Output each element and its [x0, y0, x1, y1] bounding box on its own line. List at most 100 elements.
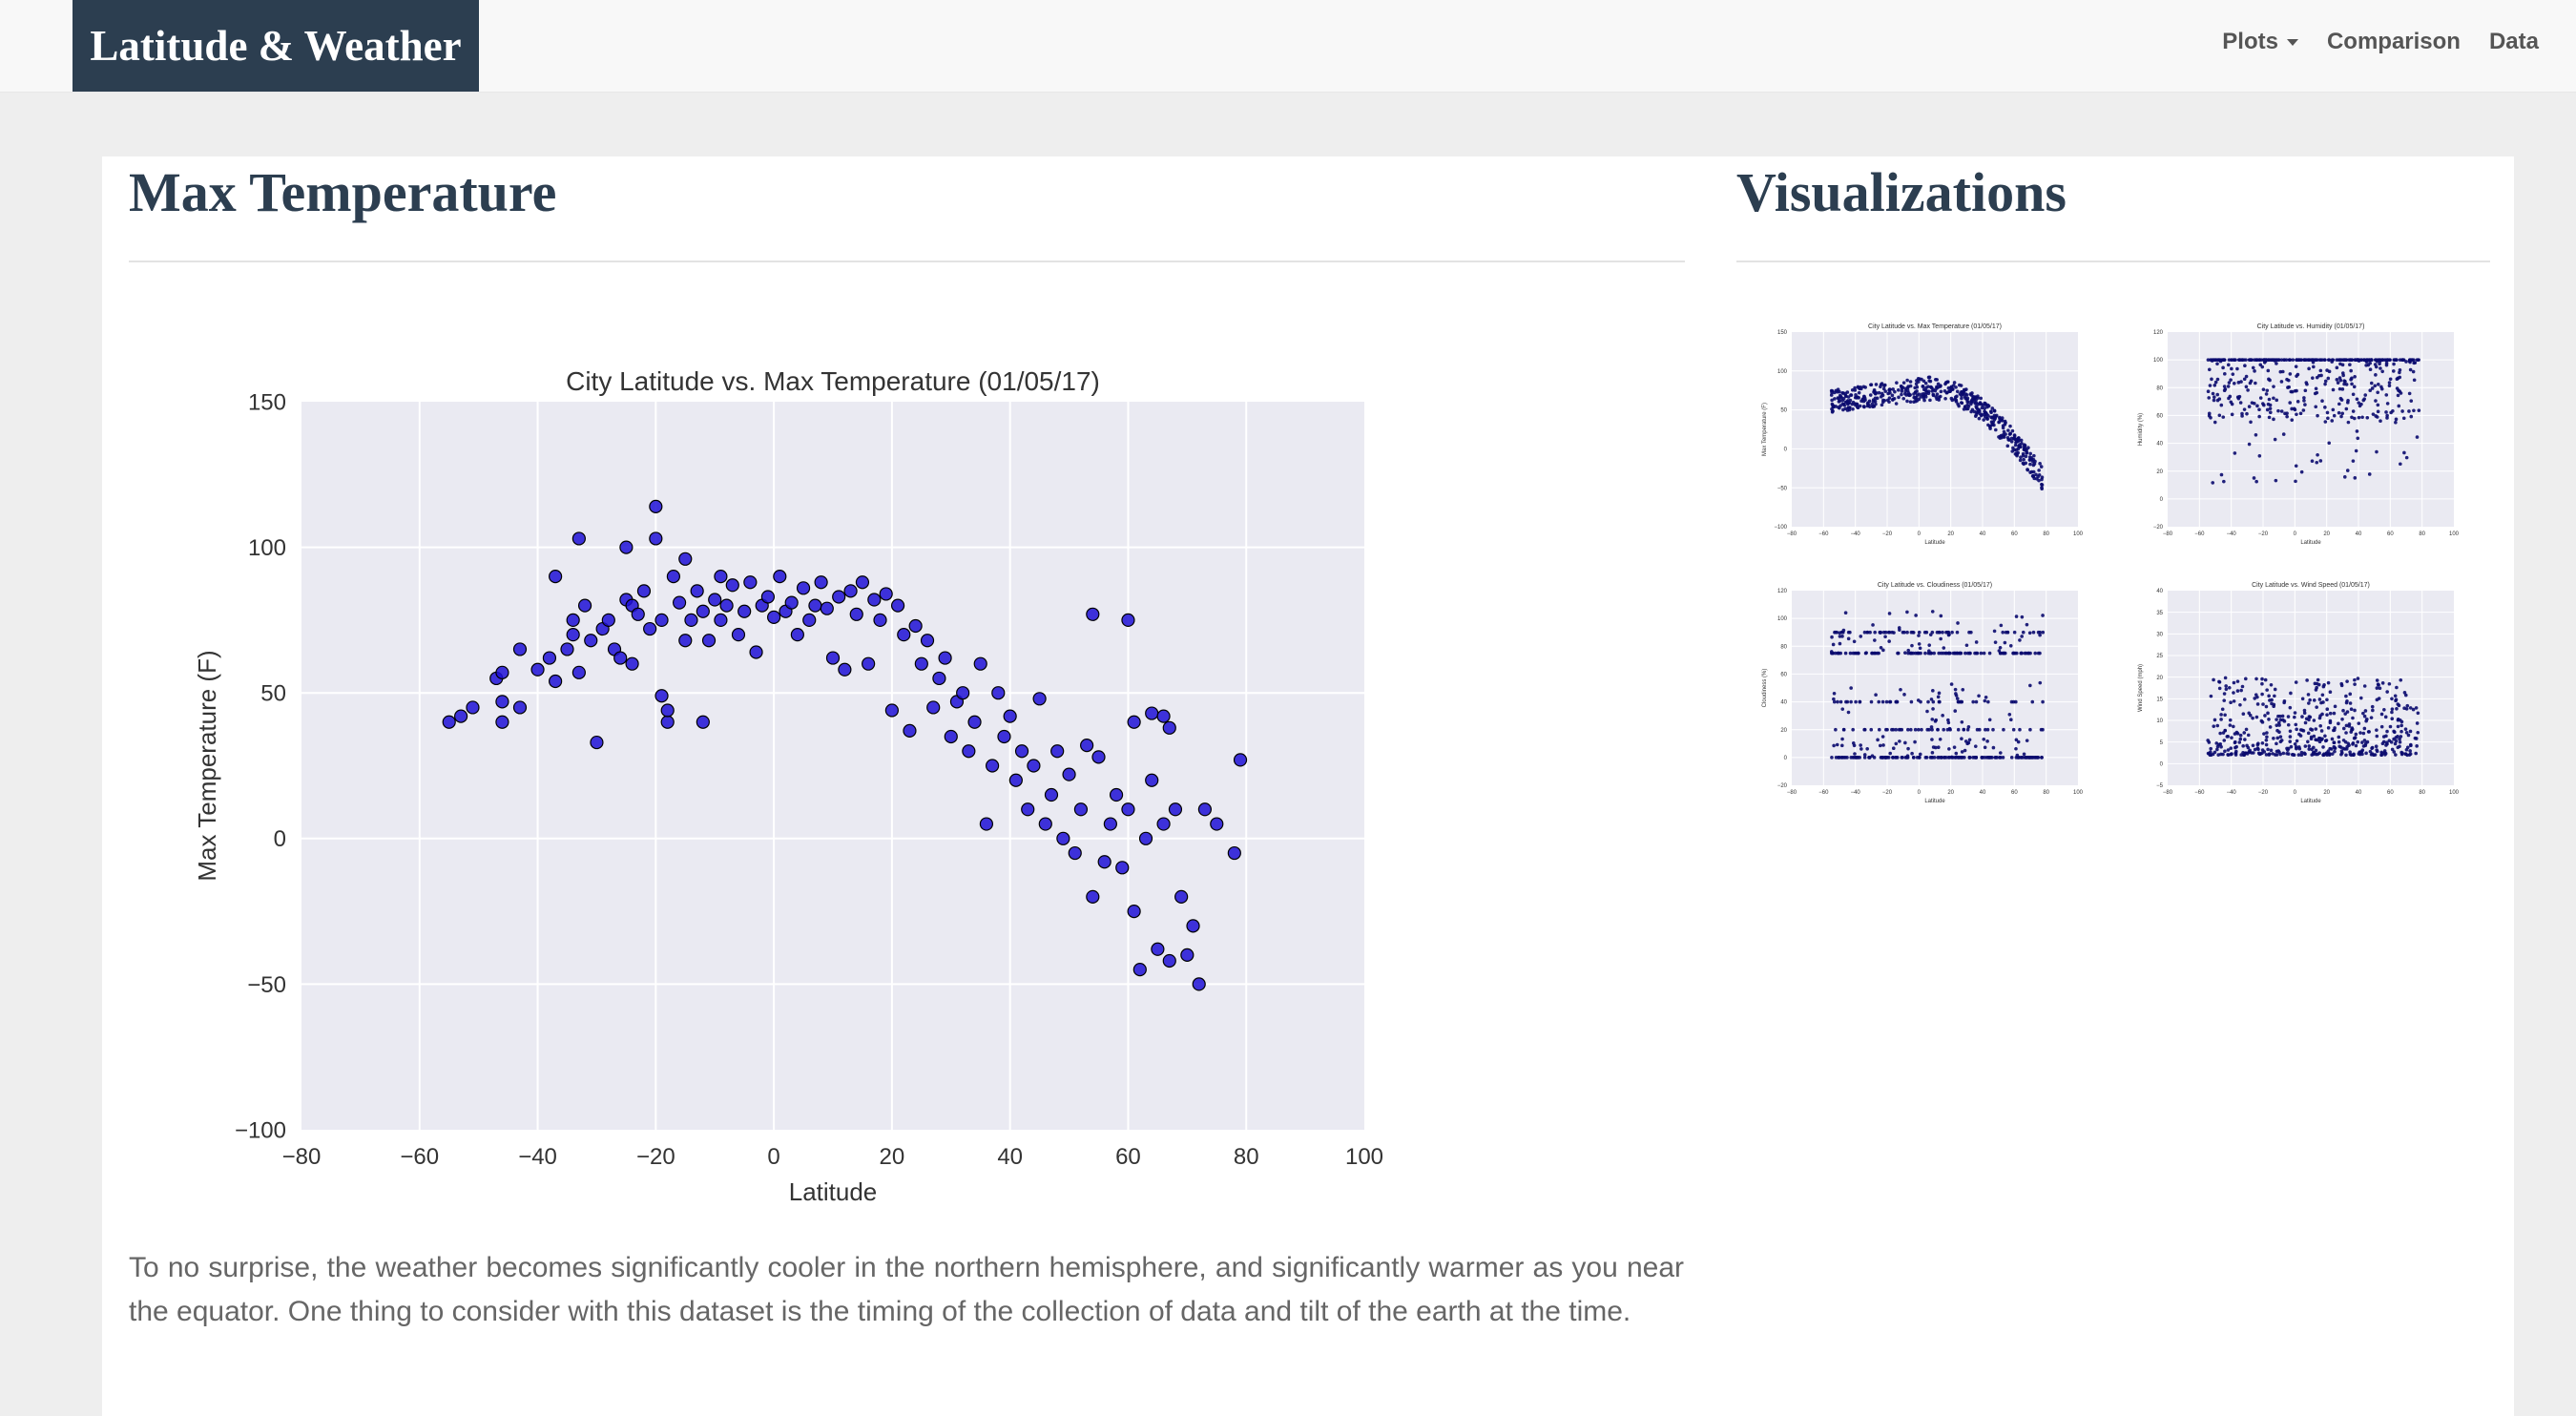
- data-point: [1961, 687, 1965, 692]
- data-point: [2012, 433, 2017, 437]
- data-point: [2233, 451, 2237, 455]
- data-point: [2396, 393, 2400, 398]
- thumbnail-humidity[interactable]: −80 −60 −40 −20 0 20 40 60 80 100 −20 0 20 40 60 80 100 1…: [2128, 319, 2460, 561]
- data-point: [2380, 369, 2384, 374]
- data-point: [2294, 364, 2298, 368]
- data-point: [2299, 753, 2304, 758]
- data-point: [1997, 420, 2001, 425]
- data-point: [2280, 369, 2285, 374]
- data-point: [1964, 393, 1969, 397]
- data-point: [2005, 444, 2010, 448]
- data-point: [2321, 753, 2326, 758]
- data-point: [2395, 685, 2399, 690]
- data-point: [2273, 437, 2277, 442]
- data-point: [2363, 393, 2368, 397]
- data-point: [2268, 410, 2273, 415]
- data-point: [2287, 358, 2292, 362]
- data-point: [2344, 723, 2349, 728]
- brand-link[interactable]: Latitude & Weather: [73, 0, 479, 92]
- data-point: [2321, 684, 2326, 689]
- data-point: [549, 674, 563, 689]
- data-point: [542, 651, 557, 665]
- data-point: [2266, 747, 2270, 752]
- data-point: [1878, 743, 1882, 748]
- data-point: [873, 613, 887, 627]
- data-point: [1840, 737, 1844, 741]
- nav-plots-dropdown[interactable]: Plots: [2208, 29, 2313, 55]
- data-point: [1837, 400, 1841, 404]
- y-tick-label: 0: [2160, 497, 2164, 503]
- data-point: [2325, 713, 2329, 717]
- data-point: [1917, 651, 1921, 656]
- data-point: [1857, 651, 1860, 656]
- data-point: [2385, 741, 2389, 746]
- data-point: [1910, 643, 1914, 648]
- y-tick-label: 25: [2156, 654, 2163, 659]
- data-point: [2327, 753, 2332, 757]
- data-point: [1905, 610, 1909, 614]
- data-point: [1901, 756, 1904, 760]
- thumbnail-cloudiness[interactable]: −80 −60 −40 −20 0 20 40 60 80 100 −20 0 20 40 60 80 100 1…: [1752, 577, 2084, 820]
- data-point: [1841, 727, 1846, 732]
- data-point: [1891, 746, 1896, 750]
- thumbnail-wind-speed[interactable]: −80 −60 −40 −20 0 20 40 60 80 100 −5 0 5 10 15 20 25 30 35…: [2128, 577, 2460, 820]
- data-point: [2297, 732, 2301, 737]
- data-point: [2390, 710, 2394, 715]
- data-point: [2014, 738, 2019, 742]
- data-point: [2216, 753, 2220, 757]
- data-point: [2037, 472, 2042, 477]
- data-point: [495, 695, 509, 709]
- data-point: [1893, 756, 1898, 760]
- data-point: [2374, 373, 2378, 377]
- data-point: [1830, 402, 1835, 406]
- data-point: [2373, 753, 2378, 757]
- data-point: [2326, 680, 2331, 685]
- data-point: [1977, 407, 1981, 412]
- data-point: [2001, 424, 2005, 427]
- data-point: [1945, 390, 1949, 395]
- data-point: [2416, 358, 2420, 362]
- data-point: [2328, 711, 2333, 716]
- data-point: [2294, 479, 2297, 484]
- data-point: [2346, 399, 2350, 403]
- data-point: [2302, 711, 2307, 716]
- data-point: [2354, 732, 2358, 737]
- data-point: [1983, 410, 1987, 415]
- data-point: [1873, 391, 1878, 396]
- data-point: [2223, 676, 2228, 680]
- data-point: [2239, 380, 2243, 384]
- data-point: [2253, 697, 2257, 700]
- data-point: [2399, 391, 2403, 395]
- nav-data-link[interactable]: Data: [2488, 29, 2539, 54]
- data-point: [1874, 383, 1879, 386]
- data-point: [1952, 745, 1957, 749]
- data-point: [2038, 651, 2042, 656]
- data-point: [2260, 681, 2264, 686]
- x-tick-label: 80: [1234, 1144, 1259, 1170]
- data-point: [2247, 442, 2252, 447]
- data-point: [2312, 745, 2316, 750]
- data-point: [2247, 711, 2252, 716]
- nav-comparison-link[interactable]: Comparison: [2326, 29, 2461, 54]
- y-tick-label: 15: [2156, 697, 2163, 702]
- data-point: [2016, 739, 2021, 744]
- data-point: [2375, 728, 2379, 732]
- data-point: [1977, 694, 1981, 698]
- data-point: [2351, 392, 2356, 397]
- data-point: [2227, 381, 2232, 385]
- data-point: [1931, 689, 1935, 693]
- y-tick-label: 120: [1777, 589, 1788, 594]
- data-point: [1984, 696, 1988, 699]
- data-point: [2029, 469, 2034, 474]
- data-point: [2379, 419, 2382, 424]
- data-point: [2234, 744, 2238, 749]
- data-point: [2286, 715, 2291, 718]
- thumbnail-max-temperature[interactable]: −80 −60 −40 −20 0 20 40 60 80 100 −100 −50 0 50 100 150…: [1752, 319, 2084, 561]
- data-point: [2380, 741, 2385, 746]
- data-point: [2340, 387, 2345, 391]
- data-point: [2271, 752, 2275, 756]
- y-tick-label: 100: [2153, 358, 2164, 364]
- data-point: [2290, 406, 2294, 411]
- data-point: [790, 628, 804, 642]
- x-tick-label: 0: [2294, 531, 2297, 537]
